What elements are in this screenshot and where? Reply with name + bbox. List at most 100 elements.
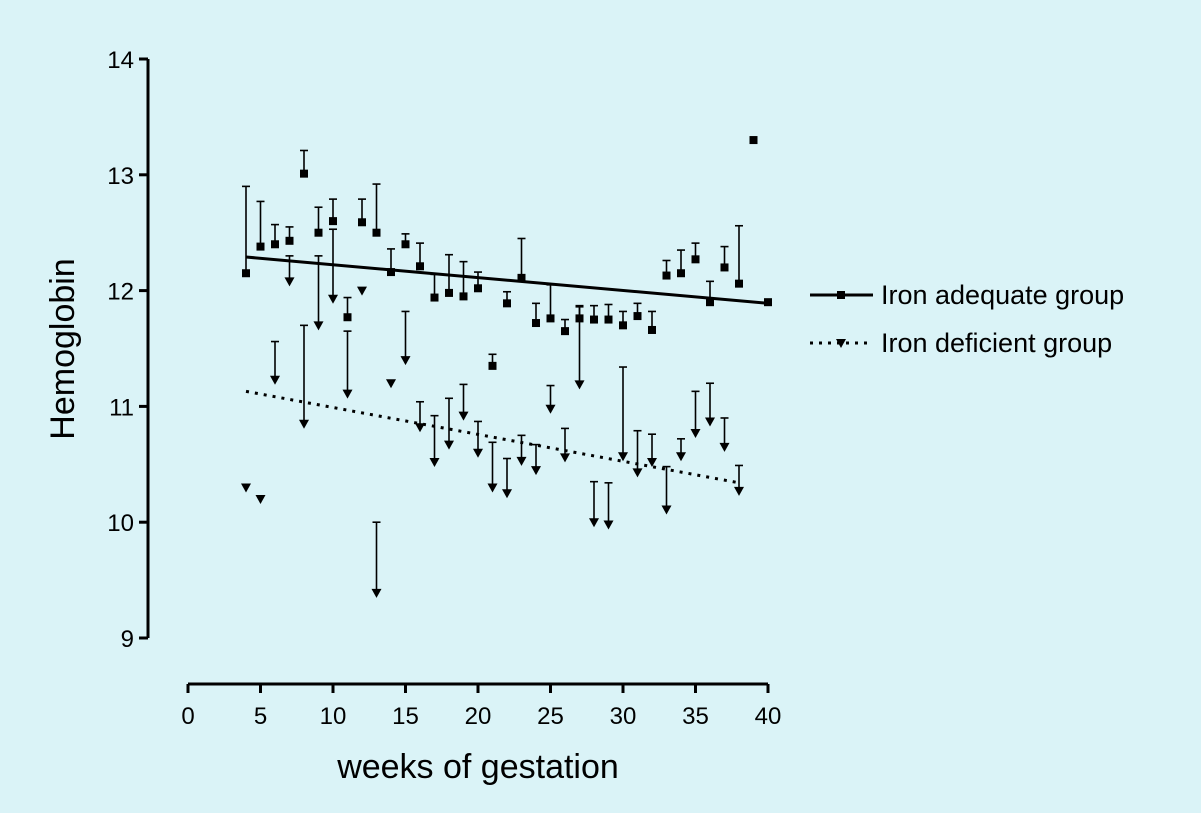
- marker-square: [619, 321, 627, 330]
- legend-marker-square: [837, 291, 845, 299]
- point-iron-adequate: [416, 242, 424, 271]
- point-iron-adequate: [561, 318, 569, 336]
- trend-line-iron-deficient: [245, 389, 740, 485]
- marker-triangle: [705, 417, 715, 427]
- marker-square: [416, 262, 424, 271]
- point-iron-deficient: [400, 310, 411, 366]
- marker-triangle: [357, 286, 367, 296]
- point-iron-adequate: [329, 198, 337, 226]
- marker-square: [445, 288, 453, 297]
- trend-lines: [245, 255, 769, 485]
- marker-triangle: [241, 483, 251, 493]
- legend-label-iron-deficient: Iron deficient group: [881, 328, 1112, 358]
- point-iron-adequate: [242, 185, 250, 278]
- marker-triangle: [299, 419, 309, 429]
- point-iron-adequate: [358, 198, 366, 227]
- x-tick-label: 30: [610, 703, 637, 730]
- marker-triangle: [313, 321, 324, 331]
- marker-triangle: [661, 505, 672, 515]
- point-iron-deficient: [415, 400, 425, 433]
- point-iron-adequate: [590, 304, 598, 324]
- marker-square: [459, 292, 468, 301]
- point-iron-adequate: [314, 206, 323, 237]
- point-iron-adequate: [488, 353, 497, 370]
- point-iron-adequate: [300, 149, 308, 178]
- y-tick-label: 11: [109, 394, 134, 421]
- marker-square: [329, 217, 337, 226]
- point-iron-adequate: [546, 284, 555, 323]
- point-iron-deficient: [299, 324, 309, 429]
- marker-square: [720, 263, 729, 272]
- point-iron-adequate: [459, 260, 468, 301]
- marker-triangle: [371, 588, 382, 598]
- point-iron-deficient: [284, 255, 295, 287]
- x-axis-title: weeks of gestation: [336, 748, 619, 786]
- marker-triangle: [458, 411, 469, 421]
- legend: Iron adequate group Iron deficient group: [810, 280, 1124, 358]
- point-iron-adequate: [706, 280, 714, 307]
- marker-square: [387, 268, 395, 277]
- point-iron-adequate: [343, 296, 352, 322]
- marker-triangle: [647, 457, 657, 467]
- marker-square: [430, 293, 439, 302]
- point-iron-deficient: [371, 521, 382, 598]
- marker-square: [633, 312, 642, 321]
- point-iron-deficient: [342, 330, 353, 399]
- y-axis: 9 10 11 12 13 14: [107, 47, 150, 653]
- marker-triangle: [415, 423, 425, 433]
- marker-triangle: [444, 440, 454, 450]
- marker-square: [764, 298, 772, 307]
- point-iron-adequate: [720, 245, 729, 272]
- legend-label-iron-adequate: Iron adequate group: [881, 280, 1124, 310]
- marker-triangle: [516, 456, 527, 466]
- marker-square: [401, 240, 410, 249]
- marker-triangle: [502, 489, 512, 499]
- point-iron-deficient: [632, 429, 643, 478]
- legend-item-iron-adequate: Iron adequate group: [810, 280, 1124, 310]
- marker-square: [648, 325, 656, 334]
- point-iron-deficient: [473, 420, 483, 458]
- marker-square: [285, 236, 294, 245]
- point-iron-deficient: [560, 427, 570, 463]
- y-tick-label: 12: [107, 279, 134, 306]
- marker-triangle: [560, 453, 570, 463]
- x-tick-label: 10: [320, 703, 347, 730]
- point-iron-deficient: [531, 443, 541, 476]
- marker-triangle: [676, 452, 686, 462]
- marker-triangle: [429, 457, 440, 467]
- point-iron-adequate: [764, 298, 772, 307]
- y-axis-title: Hemoglobin: [44, 258, 82, 439]
- marker-square: [749, 136, 758, 145]
- point-iron-adequate: [677, 249, 685, 278]
- marker-square: [343, 313, 352, 322]
- marker-square: [300, 169, 308, 178]
- marker-square: [372, 228, 381, 237]
- point-iron-deficient: [661, 465, 672, 515]
- point-iron-adequate: [532, 302, 540, 328]
- marker-square: [256, 242, 265, 251]
- point-iron-adequate: [648, 310, 656, 334]
- marker-square: [561, 327, 569, 336]
- x-tick-label: 25: [537, 703, 564, 730]
- x-tick-label: 40: [755, 703, 782, 730]
- point-iron-adequate: [633, 302, 642, 321]
- y-tick-label: 13: [107, 163, 134, 190]
- marker-square: [604, 315, 613, 324]
- marker-square: [242, 269, 250, 278]
- point-iron-adequate: [430, 273, 439, 302]
- marker-triangle: [632, 468, 643, 478]
- marker-triangle: [473, 448, 483, 458]
- point-iron-deficient: [516, 434, 527, 466]
- point-iron-adequate: [749, 136, 758, 145]
- point-iron-deficient: [502, 457, 512, 499]
- point-iron-deficient: [618, 366, 628, 462]
- marker-square: [314, 228, 323, 237]
- point-iron-deficient: [458, 383, 469, 421]
- marker-square: [517, 273, 526, 282]
- point-iron-deficient: [574, 304, 585, 390]
- point-iron-deficient: [734, 464, 744, 496]
- x-tick-label: 0: [181, 703, 194, 730]
- y-tick-label: 10: [107, 510, 134, 537]
- point-iron-deficient: [603, 482, 614, 530]
